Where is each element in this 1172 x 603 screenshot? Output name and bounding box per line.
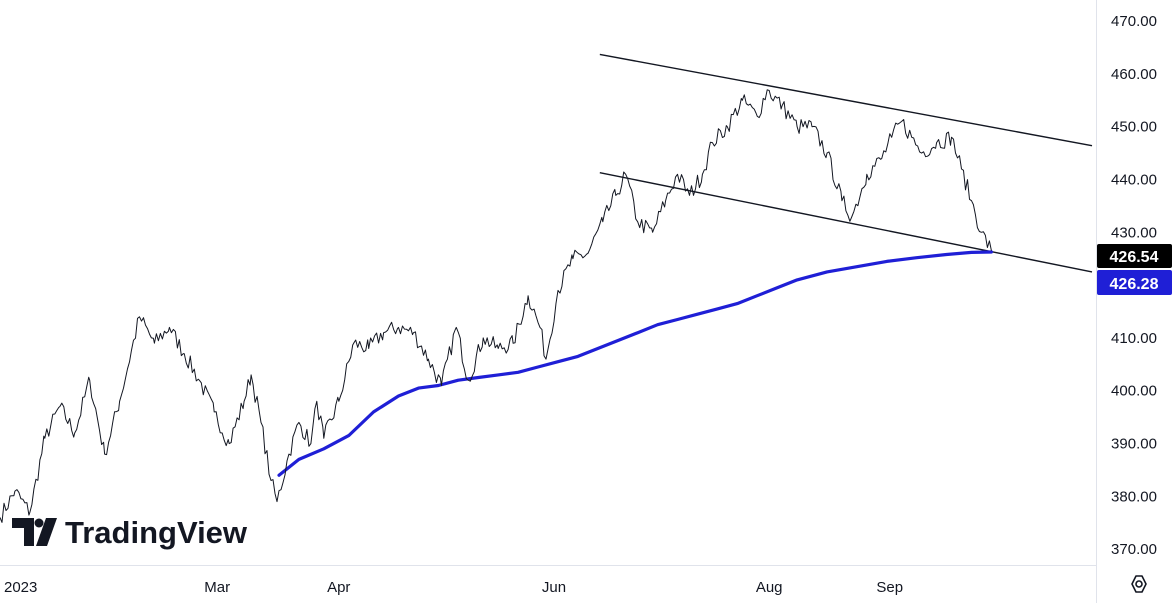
price-tick-label: 470.00: [1111, 13, 1157, 30]
price-line: [0, 89, 992, 523]
time-tick-label: 2023: [4, 579, 37, 596]
time-tick-label: Sep: [876, 579, 903, 596]
moving-average-line: [277, 250, 994, 477]
trendline-1: [599, 53, 1093, 147]
price-tick-label: 460.00: [1111, 66, 1157, 83]
price-tick-label: 430.00: [1111, 224, 1157, 241]
time-tick-label: Mar: [204, 579, 230, 596]
tradingview-logo-icon: [12, 518, 57, 546]
time-tick-label: Aug: [756, 579, 783, 596]
price-tick-label: 390.00: [1111, 436, 1157, 453]
chart-settings-button[interactable]: [1131, 575, 1147, 593]
moving-average-layer: [277, 250, 994, 477]
price-tick-label: 380.00: [1111, 488, 1157, 505]
tradingview-logo-text: TradingView: [65, 515, 248, 550]
price-scale[interactable]: [1096, 0, 1172, 603]
moving-average-badge-bg: [1097, 270, 1172, 295]
trendline-2: [599, 171, 1093, 273]
price-tick-label: 400.00: [1111, 383, 1157, 400]
price-tick-label: 440.00: [1111, 172, 1157, 189]
price-tick-label: 370.00: [1111, 541, 1157, 558]
tradingview-logo: TradingView: [12, 515, 248, 550]
price-tick-label: 450.00: [1111, 119, 1157, 136]
last-price-badge-bg: [1097, 244, 1172, 268]
last-price-value: 426.54: [1110, 249, 1159, 266]
moving-average-value: 426.28: [1110, 276, 1159, 293]
settings-icon: [1131, 575, 1147, 593]
price-tick-label: 410.00: [1111, 330, 1157, 347]
plot-area[interactable]: [0, 0, 1096, 565]
time-scale[interactable]: [0, 565, 1096, 603]
time-tick-label: Jun: [542, 579, 566, 596]
time-axis-labels: 2023 Mar Apr Jun Aug Sep: [4, 579, 903, 596]
last-price-badge: 426.54: [1097, 244, 1172, 268]
time-tick-label: Apr: [327, 579, 350, 596]
moving-average-badge: 426.28: [1097, 270, 1172, 295]
price-layer: [0, 89, 992, 523]
trendline-layer: [599, 53, 1093, 273]
